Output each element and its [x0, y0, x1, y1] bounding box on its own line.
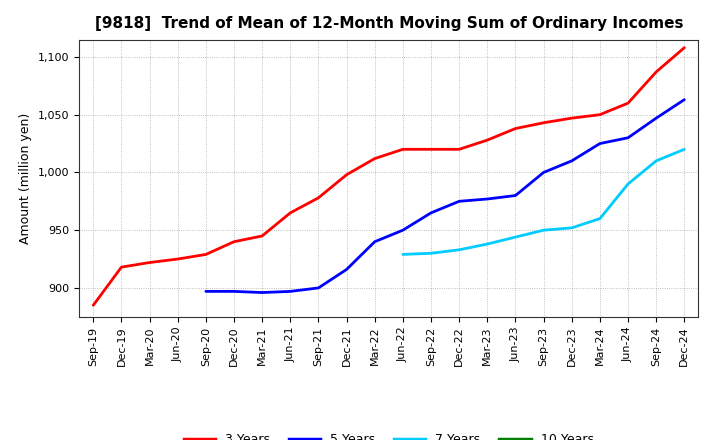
Legend: 3 Years, 5 Years, 7 Years, 10 Years: 3 Years, 5 Years, 7 Years, 10 Years [179, 429, 598, 440]
5 Years [370, 239, 379, 244]
5 Years [230, 289, 238, 294]
3 Years [680, 45, 688, 50]
3 Years [624, 100, 632, 106]
5 Years [399, 227, 408, 233]
5 Years [624, 135, 632, 140]
7 Years [624, 181, 632, 187]
7 Years [680, 147, 688, 152]
3 Years [511, 126, 520, 131]
3 Years [567, 115, 576, 121]
3 Years [427, 147, 436, 152]
7 Years [399, 252, 408, 257]
5 Years [539, 170, 548, 175]
7 Years [567, 225, 576, 231]
3 Years [286, 210, 294, 216]
3 Years [230, 239, 238, 244]
3 Years [455, 147, 464, 152]
3 Years [89, 303, 98, 308]
5 Years [680, 97, 688, 102]
5 Years [427, 210, 436, 216]
Line: 3 Years: 3 Years [94, 48, 684, 305]
7 Years [652, 158, 660, 164]
3 Years [174, 257, 182, 262]
3 Years [370, 156, 379, 161]
5 Years [286, 289, 294, 294]
Title: [9818]  Trend of Mean of 12-Month Moving Sum of Ordinary Incomes: [9818] Trend of Mean of 12-Month Moving … [94, 16, 683, 32]
5 Years [567, 158, 576, 164]
3 Years [145, 260, 154, 265]
5 Years [652, 115, 660, 121]
5 Years [595, 141, 604, 146]
5 Years [202, 289, 210, 294]
7 Years [595, 216, 604, 221]
3 Years [258, 233, 266, 238]
5 Years [314, 285, 323, 290]
7 Years [539, 227, 548, 233]
5 Years [455, 198, 464, 204]
Line: 5 Years: 5 Years [206, 99, 684, 293]
3 Years [202, 252, 210, 257]
5 Years [511, 193, 520, 198]
3 Years [652, 69, 660, 74]
7 Years [511, 235, 520, 240]
3 Years [117, 264, 126, 270]
3 Years [342, 172, 351, 177]
Line: 7 Years: 7 Years [403, 149, 684, 254]
3 Years [399, 147, 408, 152]
7 Years [455, 247, 464, 253]
Y-axis label: Amount (million yen): Amount (million yen) [19, 113, 32, 244]
3 Years [595, 112, 604, 117]
5 Years [258, 290, 266, 295]
7 Years [483, 242, 492, 247]
5 Years [483, 196, 492, 202]
3 Years [539, 120, 548, 125]
7 Years [427, 251, 436, 256]
3 Years [483, 137, 492, 143]
3 Years [314, 195, 323, 201]
5 Years [342, 267, 351, 272]
